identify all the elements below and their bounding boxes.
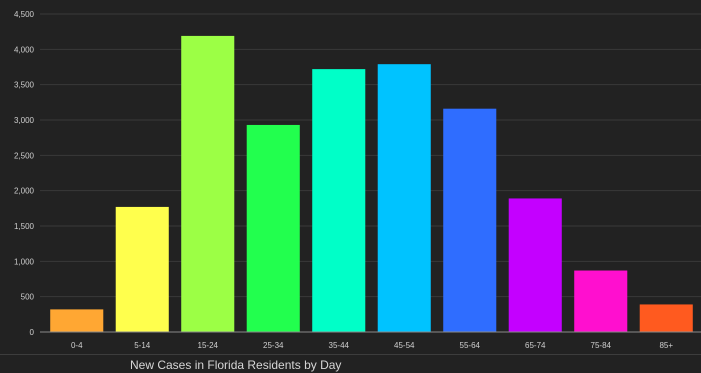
x-tick-label: 15-24 bbox=[198, 341, 219, 350]
bar-15-24[interactable] bbox=[181, 35, 235, 332]
y-tick-label: 1,000 bbox=[14, 257, 35, 266]
chart-footer-title: New Cases in Florida Residents by Day bbox=[130, 358, 342, 372]
y-tick-label: 2,500 bbox=[14, 151, 35, 160]
x-tick-label: 85+ bbox=[659, 341, 673, 350]
footer-divider bbox=[0, 354, 701, 355]
bar-0-4[interactable] bbox=[50, 309, 104, 332]
bar-55-64[interactable] bbox=[443, 108, 497, 333]
x-tick-label: 65-74 bbox=[525, 341, 546, 350]
y-tick-label: 3,500 bbox=[14, 81, 35, 90]
bar-85+[interactable] bbox=[639, 304, 693, 332]
y-tick-label: 4,500 bbox=[14, 10, 35, 19]
y-axis-ticks: 0 500 1,000 1,500 2,000 2,500 3,000 3,500 4,000 4… bbox=[14, 10, 35, 337]
x-tick-label: 75-84 bbox=[591, 341, 612, 350]
x-tick-label: 35-44 bbox=[329, 341, 350, 350]
bar-65-74[interactable] bbox=[508, 198, 562, 332]
bar-chart: 0 500 1,000 1,500 2,000 2,500 3,000 3,500 4,000 4… bbox=[14, 10, 701, 350]
y-tick-label: 500 bbox=[21, 293, 35, 302]
bar-5-14[interactable] bbox=[115, 206, 169, 332]
x-tick-label: 5-14 bbox=[134, 341, 151, 350]
x-tick-label: 25-34 bbox=[263, 341, 284, 350]
y-tick-label: 3,000 bbox=[14, 116, 35, 125]
bar-75-84[interactable] bbox=[574, 270, 628, 332]
bar-25-34[interactable] bbox=[246, 124, 300, 333]
y-tick-label: 0 bbox=[30, 328, 35, 337]
y-tick-label: 2,000 bbox=[14, 187, 35, 196]
x-tick-label: 45-54 bbox=[394, 341, 415, 350]
x-axis-ticks: 0-4 5-14 15-24 25-34 35-44 45-54 55-64 65-74 75-… bbox=[71, 341, 673, 350]
y-tick-label: 1,500 bbox=[14, 222, 35, 231]
bar-45-54[interactable] bbox=[377, 64, 431, 332]
bars bbox=[50, 35, 693, 333]
y-tick-label: 4,000 bbox=[14, 45, 35, 54]
x-tick-label: 0-4 bbox=[71, 341, 83, 350]
x-tick-label: 55-64 bbox=[460, 341, 481, 350]
bar-35-44[interactable] bbox=[312, 69, 366, 333]
